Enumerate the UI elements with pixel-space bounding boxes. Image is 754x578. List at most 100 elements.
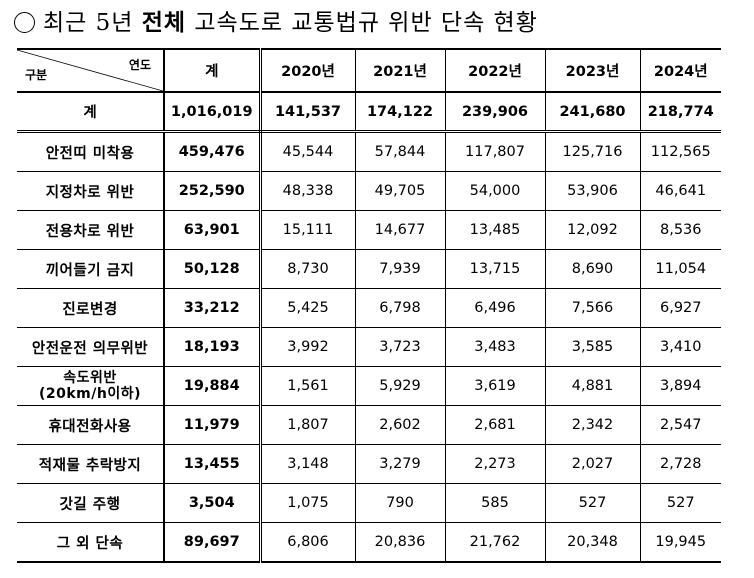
cell-2021: 3,723	[354, 327, 446, 367]
cell-total: 11,979	[163, 405, 262, 445]
cell-2024: 6,927	[639, 288, 721, 328]
table-row: 전용차로 위반 63,901 15,111 14,677 13,485 12,0…	[17, 210, 721, 250]
cell-2020: 1,561	[259, 366, 356, 406]
cell-2020: 8,730	[259, 249, 356, 289]
cell-2021: 57,844	[354, 131, 446, 172]
cell-2022: 2,273	[444, 444, 546, 484]
cell-2020: 141,537	[259, 91, 356, 133]
cell-2023: 2,342	[544, 405, 641, 445]
page-title: 최근 5년 전체 고속도로 교통법규 위반 단속 현황	[14, 6, 538, 40]
col-header-total: 계	[163, 48, 262, 93]
cell-2024: 112,565	[639, 131, 721, 172]
cell-2024: 218,774	[639, 91, 721, 133]
cell-2020: 3,992	[259, 327, 356, 367]
col-header-2020: 2020년	[259, 48, 356, 93]
cell-total: 459,476	[163, 131, 262, 172]
cell-2021: 49,705	[354, 171, 446, 211]
title-prefix: 최근 5년	[43, 10, 134, 36]
row-label: 그 외 단속	[17, 522, 165, 563]
row-label: 계	[17, 91, 165, 133]
cell-2024: 11,054	[639, 249, 721, 289]
table-row: 휴대전화사용 11,979 1,807 2,602 2,681 2,342 2,…	[17, 405, 721, 445]
cell-2022: 585	[444, 483, 546, 523]
cell-2024: 2,547	[639, 405, 721, 445]
cell-2020: 1,075	[259, 483, 356, 523]
cell-2021: 3,279	[354, 444, 446, 484]
cell-total: 252,590	[163, 171, 262, 211]
cell-2021: 174,122	[354, 91, 446, 133]
row-label: 전용차로 위반	[17, 210, 165, 250]
cell-2022: 117,807	[444, 131, 546, 172]
cell-2020: 15,111	[259, 210, 356, 250]
table-row: 진로변경 33,212 5,425 6,798 6,496 7,566 6,92…	[17, 288, 721, 328]
cell-total: 63,901	[163, 210, 262, 250]
cell-2022: 13,715	[444, 249, 546, 289]
cell-total: 18,193	[163, 327, 262, 367]
cell-2022: 54,000	[444, 171, 546, 211]
cell-2023: 12,092	[544, 210, 641, 250]
cell-2024: 3,410	[639, 327, 721, 367]
cell-total: 1,016,019	[163, 91, 262, 133]
cell-2023: 125,716	[544, 131, 641, 172]
cell-2021: 790	[354, 483, 446, 523]
cell-2023: 241,680	[544, 91, 641, 133]
cell-2024: 19,945	[639, 522, 721, 563]
cell-2020: 6,806	[259, 522, 356, 563]
cell-2021: 14,677	[354, 210, 446, 250]
cell-2020: 48,338	[259, 171, 356, 211]
cell-2022: 13,485	[444, 210, 546, 250]
diagonal-line-icon	[17, 50, 163, 91]
corner-year-label: 연도	[128, 58, 151, 72]
cell-total: 33,212	[163, 288, 262, 328]
cell-2023: 20,348	[544, 522, 641, 563]
cell-2020: 3,148	[259, 444, 356, 484]
col-header-2021: 2021년	[354, 48, 446, 93]
table-row: 안전운전 의무위반 18,193 3,992 3,723 3,483 3,585…	[17, 327, 721, 367]
cell-2023: 2,027	[544, 444, 641, 484]
cell-2021: 2,602	[354, 405, 446, 445]
cell-2021: 6,798	[354, 288, 446, 328]
cell-2023: 8,690	[544, 249, 641, 289]
circle-bullet-icon	[14, 12, 35, 33]
row-label-line1: 속도위반	[63, 370, 117, 386]
title-suffix: 고속도로 교통법규 위반 단속 현황	[194, 10, 538, 36]
row-label: 휴대전화사용	[17, 405, 165, 445]
cell-2023: 53,906	[544, 171, 641, 211]
corner-header: 연도 구분	[17, 48, 165, 93]
cell-total: 89,697	[163, 522, 262, 563]
row-label: 적재물 추락방지	[17, 444, 165, 484]
cell-2023: 7,566	[544, 288, 641, 328]
cell-2021: 5,929	[354, 366, 446, 406]
table-row: 그 외 단속 89,697 6,806 20,836 21,762 20,348…	[17, 522, 721, 563]
cell-2024: 3,894	[639, 366, 721, 406]
header-row: 연도 구분 계 2020년 2021년 2022년 2023년 2024년	[17, 48, 721, 93]
row-label: 갓길 주행	[17, 483, 165, 523]
cell-2022: 3,619	[444, 366, 546, 406]
col-header-2024: 2024년	[639, 48, 721, 93]
row-label: 안전띠 미착용	[17, 131, 165, 172]
cell-2022: 239,906	[444, 91, 546, 133]
row-label: 안전운전 의무위반	[17, 327, 165, 367]
cell-2020: 5,425	[259, 288, 356, 328]
row-label: 끼어들기 금지	[17, 249, 165, 289]
cell-2023: 4,881	[544, 366, 641, 406]
table-row: 끼어들기 금지 50,128 8,730 7,939 13,715 8,690 …	[17, 249, 721, 289]
row-label: 진로변경	[17, 288, 165, 328]
corner-category-label: 구분	[25, 68, 48, 82]
cell-2022: 21,762	[444, 522, 546, 563]
cell-total: 19,884	[163, 366, 262, 406]
row-label: 지정차로 위반	[17, 171, 165, 211]
title-bold: 전체	[141, 9, 187, 36]
cell-2020: 1,807	[259, 405, 356, 445]
table-row: 안전띠 미착용 459,476 45,544 57,844 117,807 12…	[17, 131, 721, 172]
cell-2022: 2,681	[444, 405, 546, 445]
cell-2023: 527	[544, 483, 641, 523]
cell-2023: 3,585	[544, 327, 641, 367]
cell-2022: 6,496	[444, 288, 546, 328]
row-label-line2: (20km/h이하)	[38, 386, 142, 402]
violations-table: 연도 구분 계 2020년 2021년 2022년 2023년 2024년 계 …	[17, 48, 721, 563]
col-header-2022: 2022년	[444, 48, 546, 93]
cell-2024: 46,641	[639, 171, 721, 211]
row-label: 속도위반 (20km/h이하)	[17, 366, 165, 406]
table-row: 속도위반 (20km/h이하) 19,884 1,561 5,929 3,619…	[17, 366, 721, 406]
